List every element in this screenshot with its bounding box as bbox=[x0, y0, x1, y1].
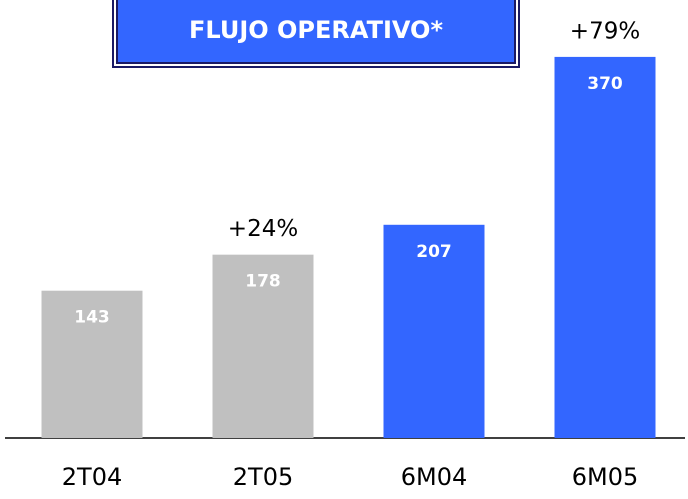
bar bbox=[212, 254, 314, 438]
data-label: 370 bbox=[587, 74, 623, 94]
data-label: 178 bbox=[245, 272, 281, 292]
annotation: +24% bbox=[228, 216, 298, 242]
annotation: +79% bbox=[570, 18, 640, 44]
x-tick-label: 6M04 bbox=[401, 463, 468, 491]
title-box-inner-line bbox=[114, 0, 518, 66]
bar bbox=[41, 290, 143, 438]
bar bbox=[554, 56, 656, 439]
data-label: 143 bbox=[74, 308, 110, 328]
x-tick-label: 2T04 bbox=[62, 463, 122, 491]
data-label: 207 bbox=[416, 242, 452, 262]
x-tick-label: 6M05 bbox=[572, 463, 639, 491]
chart-title: FLUJO OPERATIVO* bbox=[189, 16, 443, 44]
bar bbox=[383, 224, 485, 438]
x-tick-label: 2T05 bbox=[233, 463, 293, 491]
title-box bbox=[118, 0, 514, 62]
